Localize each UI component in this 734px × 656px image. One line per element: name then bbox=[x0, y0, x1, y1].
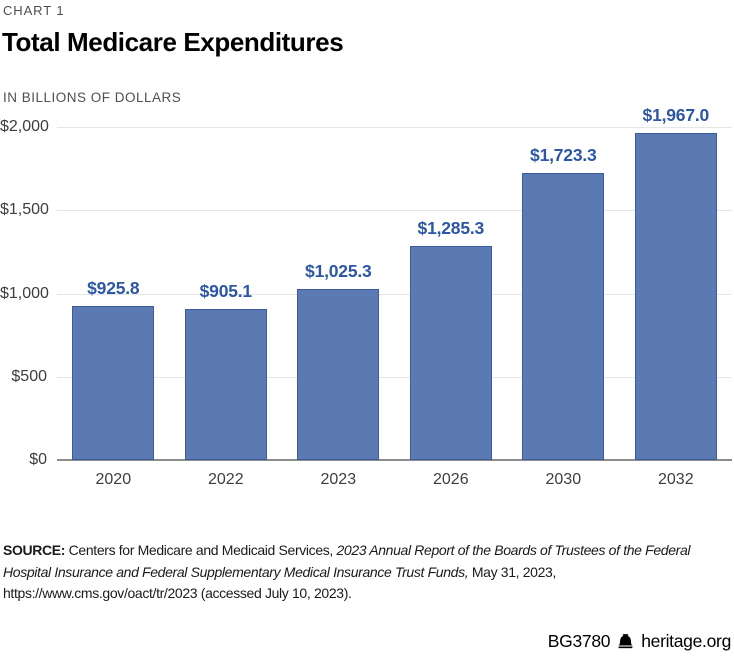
bar bbox=[522, 173, 605, 460]
bar bbox=[634, 132, 717, 460]
bar bbox=[297, 289, 380, 460]
gridline bbox=[57, 210, 732, 212]
gridline bbox=[57, 127, 732, 128]
bar-value-label: $1,285.3 bbox=[417, 218, 485, 238]
x-axis-line bbox=[57, 459, 732, 461]
x-tick-label: 2023 bbox=[320, 471, 357, 488]
source-note: SOURCE: Centers for Medicare and Medicai… bbox=[3, 540, 733, 605]
source-line: SOURCE: Centers for Medicare and Medicai… bbox=[3, 540, 733, 562]
chart-kicker: CHART 1 bbox=[3, 3, 65, 18]
source-line: https://www.cms.gov/oact/tr/2023 (access… bbox=[3, 583, 733, 605]
x-tick-label: 2020 bbox=[95, 471, 132, 488]
source-text-segment: SOURCE: bbox=[3, 542, 66, 558]
y-tick-label: $1,000 bbox=[0, 284, 49, 302]
y-tick-label: $500 bbox=[11, 367, 47, 385]
bar-value-label: $925.8 bbox=[87, 277, 140, 298]
gridline bbox=[57, 376, 732, 378]
source-text-segment: https://www.cms.gov/oact/tr/2023 (access… bbox=[3, 585, 352, 602]
y-tick-label: $2,000 bbox=[0, 118, 49, 135]
x-tick-label: 2022 bbox=[208, 471, 244, 488]
bar bbox=[72, 305, 155, 460]
source-text-segment: Centers for Medicare and Medicaid Servic… bbox=[65, 542, 337, 558]
source-line: Hospital Insurance and Federal Supplemen… bbox=[3, 562, 733, 584]
bar-chart: $0 $500 $1,000 $1,500 $2,000 $925.8 2020 $905.1… bbox=[0, 104, 732, 488]
bar bbox=[184, 309, 267, 460]
bar-value-label: $1,723.3 bbox=[530, 145, 597, 166]
site-label: heritage.org bbox=[641, 631, 731, 651]
page-title: Total Medicare Expenditures bbox=[2, 27, 344, 57]
units-label: IN BILLIONS OF DOLLARS bbox=[3, 90, 182, 105]
liberty-bell-icon bbox=[618, 634, 633, 649]
x-tick-label: 2026 bbox=[433, 471, 469, 488]
bar-value-label: $1,967.0 bbox=[642, 104, 710, 125]
y-tick-label: $1,500 bbox=[0, 201, 49, 219]
source-text-segment: 2023 Annual Report of the Boards of Trus… bbox=[336, 542, 691, 558]
footer: BG3780 heritage.org bbox=[547, 631, 732, 652]
bar bbox=[409, 246, 492, 460]
bar-value-label: $1,025.3 bbox=[305, 261, 372, 282]
source-text-segment: May 31, 2023, bbox=[468, 563, 557, 580]
y-tick-label: $0 bbox=[29, 451, 47, 468]
gridline bbox=[57, 293, 732, 295]
report-id: BG3780 bbox=[547, 631, 611, 651]
x-tick-label: 2030 bbox=[545, 471, 582, 488]
bar-value-label: $905.1 bbox=[199, 281, 253, 302]
x-tick-label: 2032 bbox=[658, 471, 694, 488]
source-text-segment: Hospital Insurance and Federal Supplemen… bbox=[3, 563, 469, 580]
